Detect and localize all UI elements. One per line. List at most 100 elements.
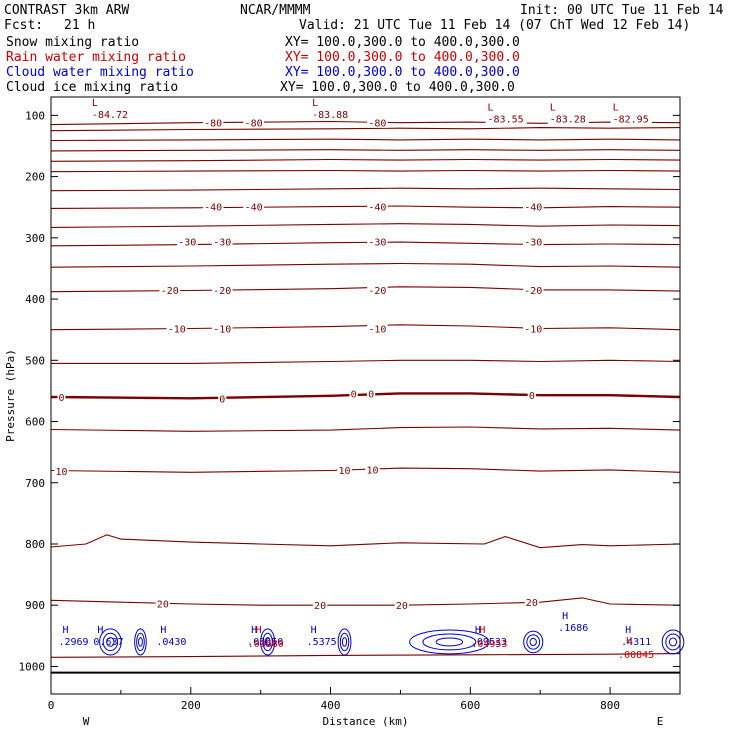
- cloud-water-contour: [409, 629, 490, 655]
- plot-frame: [50, 96, 681, 695]
- contour-label-bg: [159, 283, 181, 295]
- isotherm-line: [50, 223, 681, 228]
- minimum-value-bg: [547, 113, 589, 125]
- contour-label: -40: [524, 203, 542, 214]
- contour-label: 20: [526, 598, 538, 609]
- rain-max-marker: H: [256, 625, 262, 636]
- contour-label-bg: [211, 322, 233, 334]
- x-tick-label: 0: [48, 699, 55, 712]
- minimum-value-bg: [485, 113, 527, 125]
- contour-label: -40: [204, 203, 222, 214]
- y-tick-label: 500: [25, 354, 45, 367]
- cloud-water-max-marker: H: [62, 625, 68, 636]
- y-tick-label: 1000: [19, 660, 46, 673]
- isotherm-line: [50, 653, 681, 658]
- rain-max-value: .04953: [471, 639, 507, 650]
- cloud-water-contour: [526, 634, 541, 650]
- contour-label-bg: [243, 116, 264, 128]
- isotherm-line: [50, 286, 681, 293]
- cloud-water-contour: [337, 628, 352, 656]
- cloud-water-max-marker: H: [97, 625, 103, 636]
- cloud-water-contour: [529, 637, 537, 647]
- west-label: W: [83, 715, 90, 728]
- contour-label: 20: [396, 601, 408, 612]
- cloud-water-max-marker: H: [625, 625, 631, 636]
- rain-max-value: .00845: [618, 650, 654, 661]
- minimum-value-bg: [610, 113, 652, 125]
- legend-rain-name: Rain water mixing ratio: [6, 50, 187, 65]
- y-tick-label: 200: [25, 171, 45, 184]
- contour-label: 0: [351, 389, 357, 400]
- isotherm-line: [50, 467, 681, 473]
- cloud-water-max-value: .4311: [621, 637, 651, 648]
- isotherm-line: [50, 426, 681, 432]
- minimum-marker: L: [550, 102, 556, 113]
- contour-label: -40: [368, 203, 386, 214]
- cloud-water-max-value: .09533: [471, 637, 507, 648]
- minimum-value: -84.72: [92, 110, 128, 121]
- x-tick-label: 600: [460, 699, 480, 712]
- cloud-water-contour: [341, 637, 348, 647]
- contour-label-bg: [394, 599, 410, 611]
- cloud-water-contour: [435, 637, 464, 647]
- cloud-water-contour: [661, 629, 685, 655]
- contour-label: -40: [245, 203, 263, 214]
- minimum-marker: L: [312, 98, 318, 109]
- contour-label: -20: [368, 286, 386, 297]
- cloud-water-max-marker: H: [251, 625, 257, 636]
- legend-snow-name: Snow mixing ratio: [6, 35, 140, 50]
- minimum-value-bg: [89, 109, 132, 121]
- isotherm-line: [50, 392, 681, 400]
- contour-label: -10: [524, 324, 542, 335]
- contour-label-bg: [522, 235, 544, 247]
- rain-max-value: .03680: [248, 639, 284, 650]
- contour-label-bg: [202, 116, 224, 128]
- contour-label-bg: [211, 283, 233, 295]
- cloud-water-max-value: .0430: [156, 637, 186, 648]
- cloud-water-contour: [136, 632, 145, 652]
- minimum-marker: L: [613, 102, 619, 113]
- contour-label-bg: [522, 322, 544, 334]
- contour-label-bg: [337, 463, 352, 475]
- cloud-water-max-marker: H: [311, 625, 317, 636]
- fcst-value: 21 h: [64, 18, 96, 33]
- org-label: NCAR/MMMM: [240, 3, 311, 18]
- legend-snow-xy: XY= 100.0,300.0 to 400.0,300.0: [285, 35, 520, 50]
- contour-label-bg: [367, 116, 388, 128]
- contour-label: -20: [161, 286, 179, 297]
- contour-label: -30: [524, 238, 542, 249]
- cloud-water-contour: [668, 637, 678, 647]
- east-label: E: [657, 715, 664, 728]
- cloud-water-max-value: .1686: [558, 623, 588, 634]
- contour-label-bg: [176, 235, 198, 247]
- contour-label: 20: [157, 599, 169, 610]
- isotherm-line: [50, 187, 681, 192]
- cloud-water-max-value: 0.637: [93, 637, 123, 648]
- isotherm-line: [51, 359, 681, 364]
- cloud-water-contour: [422, 633, 477, 651]
- contour-label-bg: [243, 200, 264, 212]
- contour-label: 0: [529, 391, 535, 402]
- y-tick-label: 900: [25, 599, 45, 612]
- cloud-water-max-value: .5375: [307, 637, 337, 648]
- init-time: Init: 00 UTC Tue 11 Feb 14: [520, 3, 724, 18]
- rain-max-marker: H: [479, 625, 485, 636]
- legend-rain-xy: XY= 100.0,300.0 to 400.0,300.0: [285, 50, 520, 65]
- minimum-marker: L: [92, 98, 98, 109]
- contour-label-bg: [211, 235, 233, 247]
- cloud-water-contour: [99, 628, 122, 656]
- contour-label: -10: [168, 324, 186, 335]
- rain-max-marker: H: [626, 636, 632, 647]
- y-tick-label: 400: [25, 293, 45, 306]
- isotherm-line: [50, 158, 681, 162]
- model-title: CONTRAST 3km ARW: [4, 3, 130, 18]
- isotherm-line: [50, 205, 681, 209]
- contour-label-bg: [54, 465, 69, 477]
- contour-label-bg: [349, 387, 358, 399]
- cloud-water-contour: [523, 630, 544, 654]
- cloud-water-contour: [138, 637, 143, 647]
- isotherm-line: [50, 138, 681, 142]
- cloud-water-contour: [339, 632, 350, 652]
- contour-label: 0: [219, 394, 225, 405]
